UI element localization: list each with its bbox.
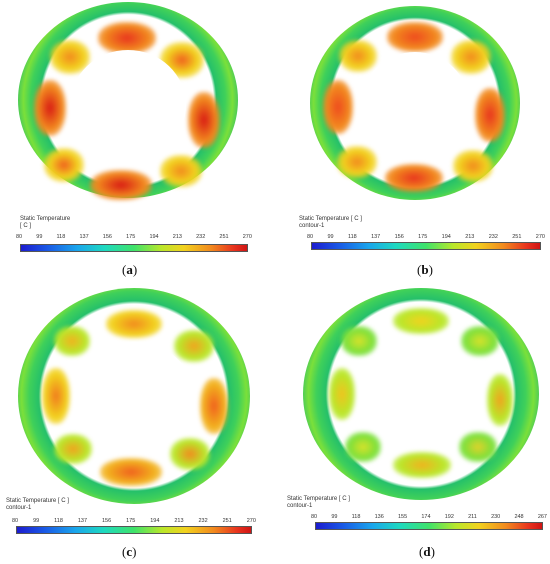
hot-spot: [54, 434, 92, 464]
tick-label: 80: [311, 514, 318, 520]
tick-label: 232: [488, 234, 498, 240]
tick-label: 194: [149, 234, 159, 240]
tick-label: 156: [394, 234, 404, 240]
colorbar-ticks: 80 99 118 137 156 175 194 213 232 251 270: [16, 234, 252, 240]
hot-spot: [461, 326, 499, 356]
legend-title: Static Temperature [ C ] contour-1: [299, 216, 362, 229]
caption: (c): [122, 544, 137, 559]
colorbar: [315, 522, 543, 530]
colorbar: [16, 526, 252, 534]
tick-label: 118: [56, 234, 66, 240]
tick-label: 232: [196, 234, 206, 240]
tick-label: 118: [347, 234, 357, 240]
colorbar-ticks: 80 99 118 137 156 175 194 213 232 251 270: [12, 518, 256, 524]
caption: (b): [417, 262, 433, 277]
tick-label: 213: [172, 234, 182, 240]
panel-b: Static Temperature [ C ] contour-1 80 99 1…: [275, 0, 550, 282]
tick-label: 194: [150, 518, 160, 524]
caption: (d): [419, 544, 435, 559]
tick-label: 118: [54, 518, 63, 524]
hot-spot: [329, 368, 355, 420]
tick-label: 251: [512, 234, 522, 240]
hot-spot: [393, 452, 451, 478]
hot-spot: [54, 326, 90, 356]
panel-a: Static Temperature [ C ] 80 99 118 137 156 17…: [0, 0, 275, 282]
hot-spot: [387, 22, 443, 52]
hot-spot: [34, 80, 66, 136]
tick-label: 211: [468, 514, 477, 520]
panel-c: Static Temperature [ C ] contour-1 80 99 1…: [0, 282, 275, 564]
tick-label: 80: [307, 234, 314, 240]
tick-label: 270: [246, 518, 256, 524]
tick-label: 174: [421, 514, 431, 520]
caption: (a): [122, 262, 138, 277]
inner-hole: [361, 52, 469, 156]
tick-label: 80: [12, 518, 19, 524]
hot-spot: [44, 148, 84, 182]
hot-spot: [345, 432, 381, 462]
tick-label: 232: [198, 518, 208, 524]
hot-spot: [160, 155, 202, 187]
inner-hole: [70, 50, 186, 160]
tick-label: 99: [33, 518, 40, 524]
tick-label: 192: [444, 514, 454, 520]
hot-spot: [337, 146, 377, 178]
tick-label: 80: [16, 234, 23, 240]
tick-label: 137: [371, 234, 381, 240]
colorbar: [20, 244, 248, 252]
hot-spot: [42, 368, 70, 424]
hot-spot: [339, 40, 377, 72]
tick-label: 155: [397, 514, 408, 520]
hot-spot: [188, 92, 220, 148]
tick-label: 175: [126, 518, 136, 524]
tick-label: 194: [441, 234, 451, 240]
hot-spot: [451, 40, 491, 74]
hot-spot: [90, 170, 152, 200]
colorbar-ticks: 80 99 118 137 156 175 194 213 232 251 270: [307, 234, 545, 240]
tick-label: 213: [174, 518, 184, 524]
tick-label: 230: [491, 514, 501, 520]
tick-label: 118: [351, 514, 361, 520]
hot-spot: [341, 326, 377, 356]
tick-label: 267: [537, 514, 547, 520]
hot-spot: [323, 80, 353, 134]
tick-label: 248: [514, 514, 524, 520]
hot-spot: [475, 88, 505, 142]
panel-d: Static Temperature [ C ] contour-1 80 99 1…: [275, 282, 550, 564]
tick-label: 137: [79, 234, 89, 240]
hot-spot: [200, 378, 228, 434]
tick-label: 156: [102, 234, 112, 240]
tick-label: 99: [327, 234, 334, 240]
tick-label: 156: [101, 518, 112, 524]
tick-label: 137: [77, 518, 88, 524]
hot-spot: [459, 432, 497, 462]
legend-title: Static Temperature [ C ] contour-1: [6, 498, 69, 511]
tick-label: 270: [242, 234, 252, 240]
legend-title: Static Temperature [ C ]: [20, 216, 71, 229]
hot-spot: [174, 330, 214, 362]
hot-spot: [98, 22, 156, 54]
tick-label: 251: [222, 518, 232, 524]
tick-label: 213: [465, 234, 475, 240]
hot-spot: [106, 310, 162, 338]
inner-hole: [365, 340, 479, 446]
hot-spot: [385, 164, 443, 192]
tick-label: 99: [331, 514, 338, 520]
tick-label: 99: [36, 234, 43, 240]
hot-spot: [453, 150, 493, 182]
tick-label: 136: [374, 514, 384, 520]
hot-spot: [100, 458, 162, 486]
colorbar: [311, 242, 541, 250]
tick-label: 175: [126, 234, 136, 240]
hot-spot: [170, 438, 210, 470]
hot-spot: [393, 308, 449, 334]
tick-label: 251: [219, 234, 229, 240]
inner-hole: [76, 342, 194, 452]
legend-title: Static Temperature [ C ] contour-1: [287, 496, 350, 509]
hot-spot: [487, 374, 513, 426]
colorbar-ticks: 80 99 118 136 155 174 192 211 230 248 267: [311, 514, 547, 520]
tick-label: 175: [418, 234, 428, 240]
tick-label: 270: [535, 234, 545, 240]
